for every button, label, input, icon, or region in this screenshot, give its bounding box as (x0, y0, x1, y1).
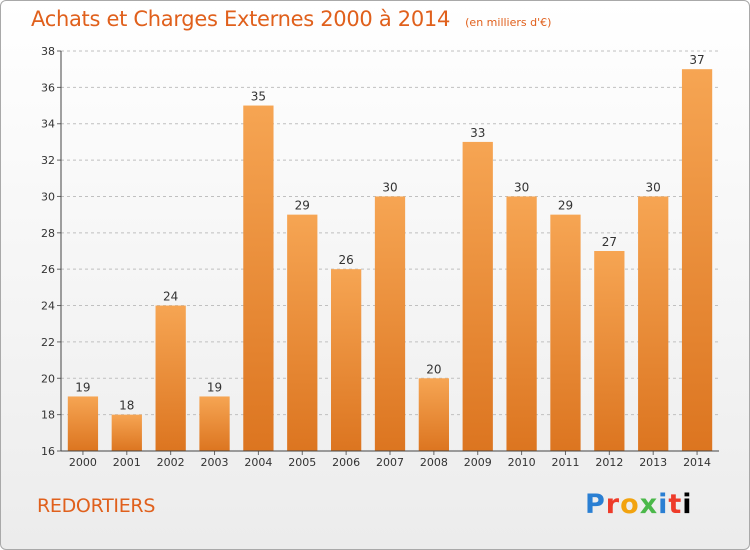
chart-unit: (en milliers d'€) (465, 16, 552, 29)
value-label: 33 (470, 126, 485, 140)
commune-name: REDORTIERS (37, 495, 156, 517)
y-tick-label: 28 (41, 227, 55, 240)
label-layer: 16 18 20 22 24 26 28 30 32 34 36 38 19 2000 18 2001 24 20… (41, 45, 711, 469)
x-tick-label: 2013 (639, 456, 667, 469)
value-label: 35 (251, 90, 266, 104)
value-label: 27 (602, 235, 617, 249)
bar-layer (67, 69, 713, 451)
y-tick-label: 26 (41, 263, 55, 276)
x-tick-label: 2002 (157, 456, 185, 469)
y-tick-label: 22 (41, 336, 55, 349)
bar-2002 (155, 305, 186, 451)
y-tick-label: 30 (41, 190, 55, 203)
x-tick-label: 2005 (288, 456, 316, 469)
bar-2008 (418, 378, 450, 451)
x-tick-label: 2004 (244, 456, 272, 469)
bar-2001 (111, 414, 142, 451)
x-tick-label: 2001 (113, 456, 141, 469)
value-label: 30 (646, 180, 661, 194)
y-tick-label: 38 (41, 45, 55, 58)
value-label: 20 (426, 362, 441, 376)
bar-2010 (506, 196, 537, 451)
x-tick-label: 2012 (595, 456, 623, 469)
value-label: 30 (514, 180, 529, 194)
bar-2009 (462, 141, 493, 451)
x-tick-label: 2007 (376, 456, 404, 469)
bar-2014 (681, 69, 713, 451)
value-label: 30 (382, 180, 397, 194)
y-tick-label: 36 (41, 81, 55, 94)
bar-2006 (330, 269, 362, 451)
bar-2012 (594, 251, 625, 451)
value-label: 24 (163, 290, 178, 304)
bar-2005 (287, 214, 318, 451)
brand-logo: Proxiti (585, 489, 693, 520)
bar-2003 (199, 396, 230, 451)
y-tick-label: 34 (41, 118, 55, 131)
bar-2004 (243, 105, 274, 451)
title-row: Achats et Charges Externes 2000 à 2014 (… (31, 7, 551, 31)
bar-2007 (374, 196, 406, 451)
value-label: 19 (75, 380, 90, 394)
y-tick-label: 20 (41, 372, 55, 385)
x-tick-label: 2003 (201, 456, 229, 469)
x-tick-label: 2006 (332, 456, 360, 469)
bar-2011 (550, 214, 581, 451)
value-label: 19 (207, 380, 222, 394)
x-tick-label: 2010 (508, 456, 536, 469)
value-label: 37 (689, 53, 704, 67)
y-tick-label: 16 (41, 445, 55, 458)
x-tick-label: 2000 (69, 456, 97, 469)
x-tick-label: 2014 (683, 456, 711, 469)
value-label: 18 (119, 399, 134, 413)
bar-2000 (67, 396, 99, 451)
x-tick-label: 2008 (420, 456, 448, 469)
y-tick-label: 32 (41, 154, 55, 167)
y-tick-label: 18 (41, 409, 55, 422)
x-tick-label: 2009 (464, 456, 492, 469)
value-label: 29 (295, 199, 310, 213)
chart-title: Achats et Charges Externes 2000 à 2014 (31, 7, 451, 31)
value-label: 26 (338, 253, 353, 267)
axis-layer (57, 50, 719, 455)
bar-2013 (638, 196, 669, 451)
value-label: 29 (558, 199, 573, 213)
x-tick-label: 2011 (551, 456, 579, 469)
y-tick-label: 24 (41, 300, 55, 313)
